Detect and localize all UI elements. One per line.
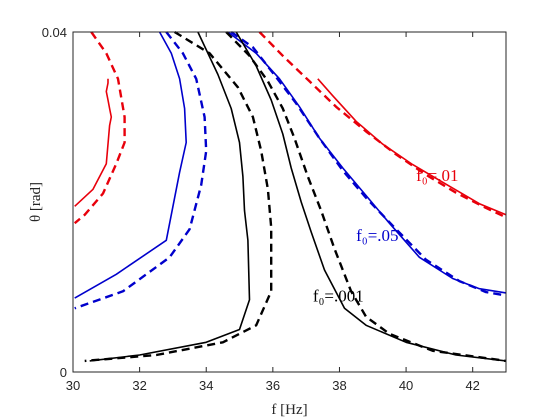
series-layer <box>73 30 507 363</box>
y-tick-label-1: 0.04 <box>42 25 67 40</box>
series-line-7 <box>230 31 507 297</box>
y-axis-label: θ [rad] <box>28 182 44 222</box>
axes-layer: 30 32 34 36 38 40 42 0 0.04 <box>42 25 507 393</box>
series-label-2: f₀=.001 <box>313 286 364 305</box>
x-axis-label: f [Hz] <box>271 402 307 418</box>
x-tick-label-1: 32 <box>132 378 146 393</box>
x-tick-label-5: 40 <box>399 378 413 393</box>
x-tick-label-4: 38 <box>332 378 346 393</box>
axes-box <box>72 31 507 373</box>
y-tick-label-0: 0 <box>60 365 67 380</box>
x-tick-label-3: 36 <box>266 378 280 393</box>
plot-area <box>73 32 506 372</box>
x-tick-label-0: 30 <box>66 378 80 393</box>
x-tick-label-6: 42 <box>465 378 479 393</box>
series-line-6 <box>74 31 208 310</box>
series-line-2 <box>73 31 126 225</box>
series-label-0: f₀=.01 <box>416 166 458 185</box>
series-line-10 <box>84 30 273 363</box>
series-line-4 <box>74 31 187 299</box>
series-line-8 <box>89 31 251 362</box>
series-labels: f₀=.01 f₀=.05 f₀=.001 <box>313 166 459 306</box>
series-line-0 <box>74 78 113 207</box>
x-tick-label-2: 34 <box>199 378 213 393</box>
series-label-1: f₀=.05 <box>356 226 398 245</box>
series-line-9 <box>235 31 507 362</box>
